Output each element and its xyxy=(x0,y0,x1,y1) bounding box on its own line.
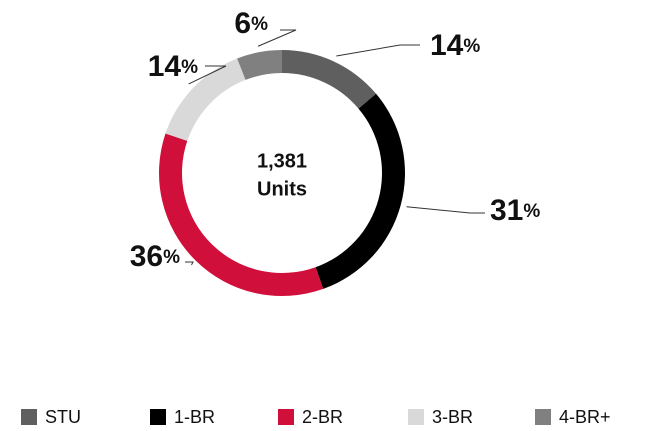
center-label: 1,381 xyxy=(257,150,307,172)
center-label: Units xyxy=(257,178,307,200)
donut-segment xyxy=(315,93,405,289)
legend-label: STU xyxy=(45,407,81,427)
data-label: 31% xyxy=(490,194,540,227)
leader-line xyxy=(406,206,485,214)
legend-swatch xyxy=(278,409,294,425)
data-label: 14% xyxy=(148,50,198,83)
legend-swatch xyxy=(408,409,424,425)
donut-segment xyxy=(165,58,246,141)
legend-swatch xyxy=(150,409,166,425)
legend-label: 1-BR xyxy=(174,407,215,427)
data-label: 14% xyxy=(430,29,480,62)
legend-label: 2-BR xyxy=(302,407,343,427)
leader-line xyxy=(336,44,420,57)
legend-label: 4-BR+ xyxy=(559,407,611,427)
data-label: 6% xyxy=(234,7,268,40)
donut-segment xyxy=(282,50,377,109)
donut-segment xyxy=(237,50,282,80)
legend-label: 3-BR xyxy=(432,407,473,427)
legend-swatch xyxy=(21,409,37,425)
leader-line xyxy=(188,65,227,85)
data-label: 36% xyxy=(130,240,180,273)
leader-line xyxy=(185,261,194,266)
donut-segment xyxy=(159,133,324,296)
legend-swatch xyxy=(535,409,551,425)
leader-line xyxy=(257,29,297,47)
